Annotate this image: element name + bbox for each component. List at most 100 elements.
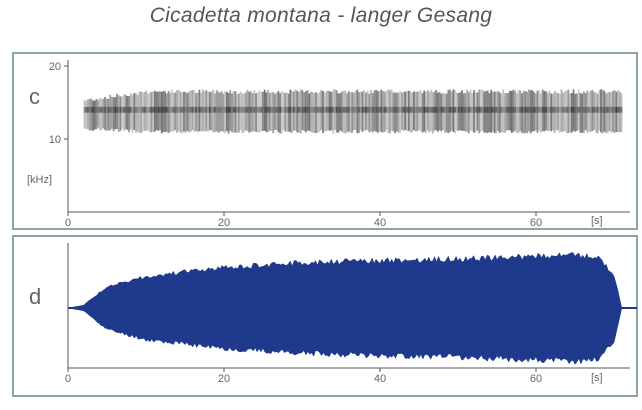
spectrogram-column (497, 91, 499, 131)
spectrogram-column (265, 92, 268, 133)
spectrogram-peak (90, 106, 93, 113)
spectrogram-peak (289, 106, 292, 113)
spectrogram-band (83, 89, 623, 134)
spectrogram-peak (262, 106, 264, 113)
spectrogram-column (332, 89, 335, 134)
spectrogram-peak (349, 106, 352, 113)
spectrogram-peak (227, 106, 230, 113)
spectrogram-peak (483, 106, 486, 113)
spectrogram-column (200, 92, 203, 132)
spectrogram-column (536, 90, 539, 133)
spectrogram-column (462, 93, 465, 131)
spectrogram-column (579, 92, 582, 133)
spectrogram-column (174, 92, 177, 131)
spectrogram-peak (198, 106, 201, 113)
spectrogram-column (148, 92, 151, 133)
spectrogram-peak (488, 106, 491, 113)
spectrogram-peak (419, 106, 422, 113)
spectrogram-peak (545, 106, 547, 113)
spectrogram-peak (577, 106, 580, 113)
spectrogram-column (574, 93, 577, 132)
spectrogram-peak (529, 106, 532, 113)
spectrogram-column (207, 91, 209, 133)
spectrogram-column (129, 93, 132, 130)
spectrogram-peak (258, 106, 261, 113)
spectrogram-column (217, 91, 220, 133)
spectrogram-peak (533, 106, 535, 113)
spectrogram-column (612, 90, 614, 132)
spectrogram-column (87, 99, 89, 130)
spectrogram-column (421, 93, 424, 133)
spectrogram-column (368, 93, 371, 133)
spectrogram-peak (402, 106, 405, 113)
spectrogram-peak (229, 106, 232, 113)
spectrogram-peak (183, 106, 185, 113)
spectrogram-column (172, 92, 175, 132)
spectrogram-column (389, 90, 391, 134)
spectrogram-column (153, 90, 156, 132)
spectrogram-column (618, 91, 621, 133)
spectrogram-column (558, 93, 561, 133)
spectrogram-y-label: [kHz] (27, 174, 52, 186)
spectrogram-column (483, 91, 486, 133)
spectrogram-column (124, 94, 127, 130)
x-tick-label: 60 (530, 373, 542, 385)
spectrogram-peak (406, 106, 408, 113)
spectrogram-peak (88, 106, 91, 113)
spectrogram-column (299, 89, 302, 134)
spectrogram-peak (620, 106, 623, 113)
spectrogram-column (569, 93, 571, 133)
spectrogram-column (510, 90, 513, 133)
spectrogram-peak (328, 106, 331, 113)
spectrogram-peak (351, 106, 354, 113)
spectrogram-column (210, 91, 213, 131)
x-tick-label: 20 (218, 217, 230, 229)
spectrogram-peak (552, 106, 554, 113)
spectrogram-peak (205, 106, 208, 113)
spectrogram-peak (582, 106, 585, 113)
spectrogram-column (550, 93, 553, 132)
spectrogram-peak (481, 106, 484, 113)
spectrogram-column (243, 93, 245, 133)
waveform-ticks: 0 20 40 60 (65, 368, 542, 385)
spectrogram-peak (440, 106, 443, 113)
spectrogram-peak (390, 106, 393, 113)
spectrogram-peak (526, 106, 529, 113)
spectrogram-column (407, 90, 410, 131)
spectrogram-peak (593, 106, 595, 113)
spectrogram-peak (596, 106, 599, 113)
spectrogram-column (419, 90, 422, 132)
spectrogram-column (277, 90, 280, 133)
spectrogram-peak (377, 106, 379, 113)
spectrogram-column (589, 90, 592, 132)
spectrogram-peak (570, 106, 573, 113)
spectrogram-peak (574, 106, 577, 113)
spectrogram-column (486, 90, 489, 134)
spectrogram-column (562, 92, 565, 132)
spectrogram-peak (215, 106, 218, 113)
spectrogram-peak (344, 106, 347, 113)
spectrogram-column (505, 92, 508, 131)
spectrogram-peak (425, 106, 427, 113)
spectrogram-column (371, 93, 374, 133)
spectrogram-peak (497, 106, 499, 113)
spectrogram-peak (129, 106, 132, 113)
y-tick-label: 20 (49, 61, 61, 73)
spectrogram-peak (171, 106, 173, 113)
spectrogram-peak (512, 106, 515, 113)
spectrogram-column (83, 100, 86, 129)
panel-label-c: c (29, 84, 40, 109)
spectrogram-peak (538, 106, 541, 113)
waveform-x-label: [s] (591, 372, 603, 384)
spectrogram-peak (618, 106, 621, 113)
spectrogram-column (184, 91, 187, 133)
spectrogram-peak (315, 106, 317, 113)
spectrogram-column (239, 91, 242, 131)
spectrogram-peak (147, 106, 149, 113)
spectrogram-peak (601, 106, 604, 113)
spectrogram-peak (564, 106, 566, 113)
spectrogram-peak (341, 106, 343, 113)
spectrogram-peak (184, 106, 187, 113)
spectrogram-peak (358, 106, 360, 113)
spectrogram-peak (584, 106, 587, 113)
